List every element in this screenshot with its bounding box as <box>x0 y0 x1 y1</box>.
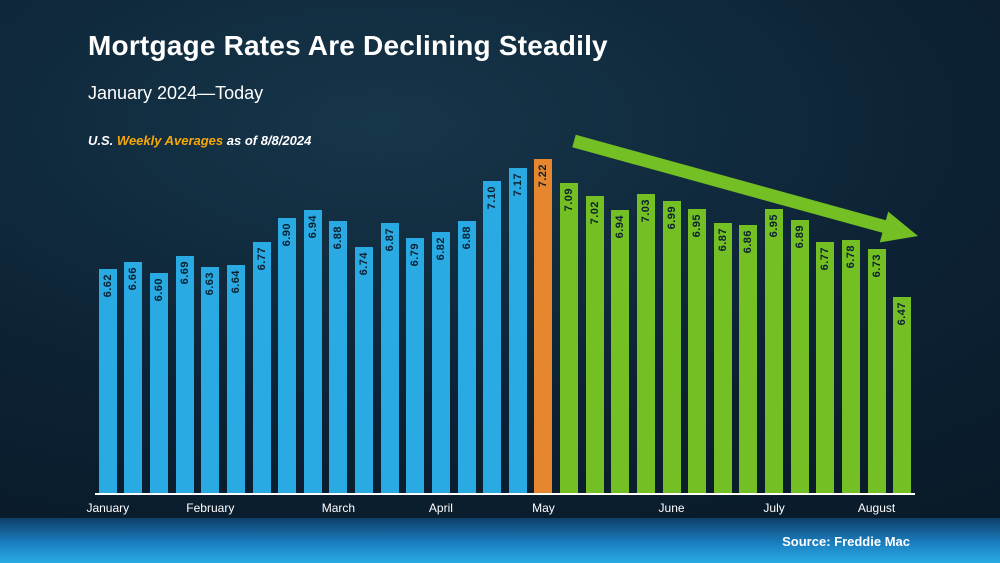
bar: 6.99 <box>662 201 681 493</box>
bar-value-label: 7.03 <box>639 198 652 223</box>
bar: 6.82 <box>431 232 450 493</box>
footer-bar: Source: Freddie Mac <box>0 518 1000 563</box>
bar-value-label: 6.87 <box>716 228 729 252</box>
bar: 7.09 <box>560 182 579 493</box>
bar-value-label: 6.89 <box>793 224 806 248</box>
bar: 7.10 <box>483 181 502 493</box>
bar: 6.90 <box>278 217 297 493</box>
bar: 6.73 <box>867 248 886 493</box>
bar-value-label: 6.88 <box>332 226 345 250</box>
bar-value-label: 6.94 <box>614 215 627 239</box>
bar: 6.47 <box>893 296 912 493</box>
chart-note: U.S. Weekly Averages as of 8/8/2024 <box>88 133 311 148</box>
bar-value-label: 6.60 <box>153 277 166 302</box>
bar: 6.79 <box>406 237 425 493</box>
bar: 6.64 <box>226 265 245 493</box>
bar-value-label: 6.82 <box>434 237 447 261</box>
bar: 6.94 <box>611 210 630 493</box>
month-label: August <box>857 501 896 515</box>
bar: 7.03 <box>636 193 655 493</box>
bar: 6.69 <box>175 256 194 493</box>
bar: 6.60 <box>150 272 169 493</box>
bar-value-label: 6.95 <box>691 213 704 237</box>
bar: 6.66 <box>124 261 143 493</box>
page-subtitle: January 2024—Today <box>88 83 264 103</box>
bar: 6.94 <box>303 210 322 493</box>
month-label: January <box>86 501 130 515</box>
source-text: Source: Freddie Mac <box>782 534 910 549</box>
bar: 6.88 <box>457 221 476 493</box>
bar: 6.87 <box>713 223 732 493</box>
month-label: June <box>658 501 685 515</box>
bar-value-label: 6.64 <box>229 270 242 294</box>
bar-value-label: 6.87 <box>383 228 396 252</box>
month-axis: January February March April May June July Augu… <box>86 501 915 519</box>
bar-value-label: 6.69 <box>178 261 191 285</box>
bar-value-label: 6.73 <box>870 253 883 278</box>
page-title: Mortgage Rates Are Declining Steadily <box>88 30 608 61</box>
bar: 6.74 <box>355 247 374 493</box>
bar: 7.02 <box>585 195 604 493</box>
bar: 6.77 <box>816 241 835 493</box>
bar: 6.87 <box>380 223 399 493</box>
bar-value-label: 6.66 <box>127 266 140 291</box>
bar: 7.22 <box>534 159 553 493</box>
bar-value-label: 6.63 <box>204 272 217 296</box>
bar-value-label: 6.94 <box>306 215 319 239</box>
bar-value-label: 7.10 <box>486 186 499 210</box>
bar-value-label: 6.62 <box>101 274 114 298</box>
bar-value-label: 7.02 <box>588 200 601 225</box>
note-highlight: Weekly Averages <box>116 133 224 148</box>
note-prefix: U.S. <box>88 133 117 148</box>
bar: 6.86 <box>739 225 758 493</box>
bar: 6.88 <box>329 221 348 493</box>
bar-value-label: 6.88 <box>460 226 473 250</box>
bar: 6.77 <box>252 241 271 493</box>
bar-value-label: 6.77 <box>819 246 832 271</box>
note-suffix: as of 8/8/2024 <box>223 133 312 148</box>
bar-value-label: 6.99 <box>665 206 678 230</box>
bar-value-label: 6.79 <box>409 242 422 267</box>
bar: 7.17 <box>508 168 527 493</box>
bar-value-label: 6.95 <box>768 213 781 237</box>
month-label: March <box>321 501 356 515</box>
bar: 6.89 <box>790 219 809 493</box>
bar: 6.95 <box>765 208 784 493</box>
chart-plot: 6.62 6.66 6.60 6.69 6.63 6.64 6.77 6.90 6.94 6.88… <box>95 157 915 495</box>
bar-value-label: 6.47 <box>896 301 909 326</box>
bar-value-label: 6.74 <box>358 252 371 276</box>
bar-value-label: 6.78 <box>844 244 857 269</box>
bar: 6.62 <box>98 269 117 493</box>
bar: 6.78 <box>841 239 860 493</box>
bar-value-label: 7.22 <box>537 164 550 188</box>
month-label: February <box>186 501 235 515</box>
bar-value-label: 6.77 <box>255 246 268 271</box>
month-label: May <box>532 501 555 515</box>
bar-value-label: 6.90 <box>281 222 294 247</box>
bar: 6.95 <box>688 208 707 493</box>
month-label: April <box>428 501 453 515</box>
bar-value-label: 6.86 <box>742 230 755 254</box>
bar: 6.63 <box>201 267 220 493</box>
month-label: July <box>763 501 785 515</box>
bar-value-label: 7.09 <box>563 187 576 212</box>
bar-value-label: 7.17 <box>511 173 524 197</box>
